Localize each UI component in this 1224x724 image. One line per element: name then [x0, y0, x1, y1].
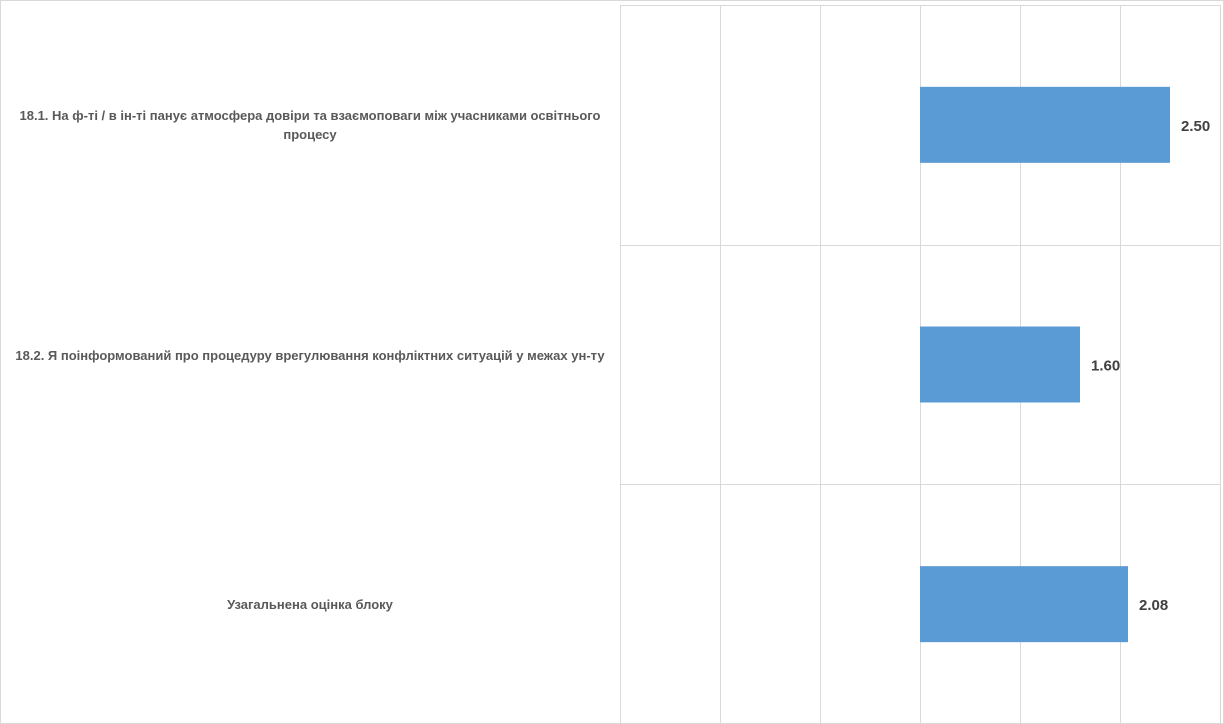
value-labels: 2.50 1.60 2.08	[1091, 118, 1210, 614]
value-label-3: 2.08	[1139, 597, 1168, 614]
bar-3	[920, 566, 1128, 643]
value-label-2: 1.60	[1091, 358, 1120, 375]
bar-2	[920, 326, 1080, 403]
category-label-18-2: 18.2. Я поінформований про процедуру вре…	[15, 348, 605, 363]
value-label-1: 2.50	[1181, 118, 1210, 135]
category-label-block-overall: Узагальнена оцінка блоку	[227, 597, 393, 612]
bars	[920, 86, 1170, 643]
bar-1	[920, 86, 1170, 163]
category-label-18-1: 18.1. На ф-ті / в ін-ті панує атмосфера …	[19, 108, 601, 142]
